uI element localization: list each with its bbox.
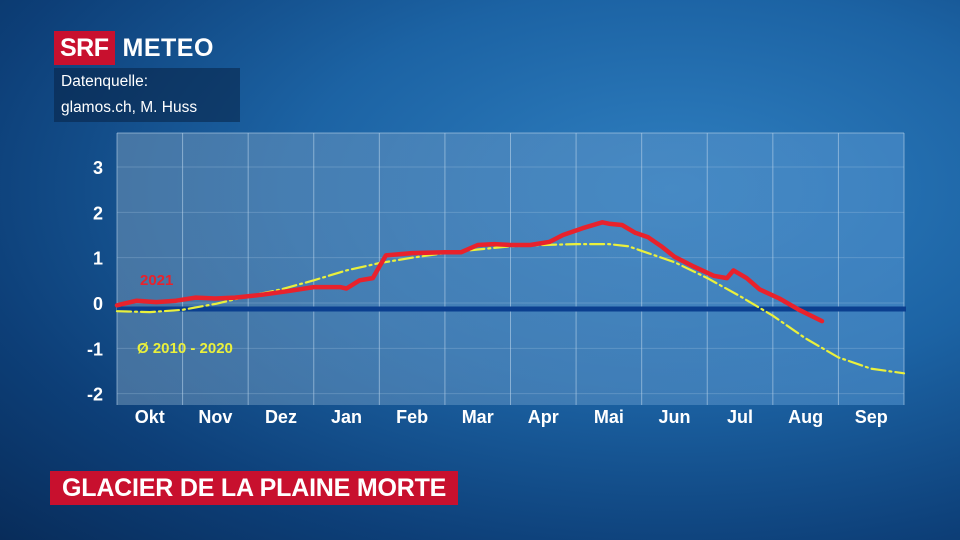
y-tick-label: -1 [87,339,103,359]
x-tick-label: Feb [396,407,428,427]
x-tick-label: Sep [855,407,888,427]
meteo-logo-text: METEO [122,33,214,62]
series-label-average: Ø 2010 - 2020 [137,340,233,357]
y-tick-label: 1 [93,249,103,269]
headline-text: GLACIER DE LA PLAINE MORTE [62,473,447,502]
y-tick-label: -2 [87,385,103,405]
x-tick-label: Jan [331,407,362,427]
x-tick-label: Jul [727,407,753,427]
x-tick-label: Nov [198,407,232,427]
data-source-value: glamos.ch, M. Huss [61,99,198,116]
y-tick-label: 3 [93,158,103,178]
data-source-box: Datenquelle: glamos.ch, M. Huss [54,68,240,122]
x-tick-label: Aug [788,407,823,427]
y-tick-label: 2 [93,203,103,223]
x-tick-label: Apr [528,407,559,427]
data-source-label: Datenquelle: [61,73,149,90]
series-line-2021 [114,220,825,324]
x-tick-label: Mar [462,407,494,427]
series-label-2021: 2021 [140,272,173,289]
x-tick-label: Jun [658,407,690,427]
x-tick-label: Dez [265,407,297,427]
headline-box: GLACIER DE LA PLAINE MORTE [50,471,459,505]
srf-logo-text: SRF [54,31,115,65]
x-tick-label: Mai [594,407,624,427]
srf-meteo-logo: SRF METEO [54,31,214,65]
y-tick-label: 0 [93,294,103,314]
x-tick-label: Okt [135,407,165,427]
